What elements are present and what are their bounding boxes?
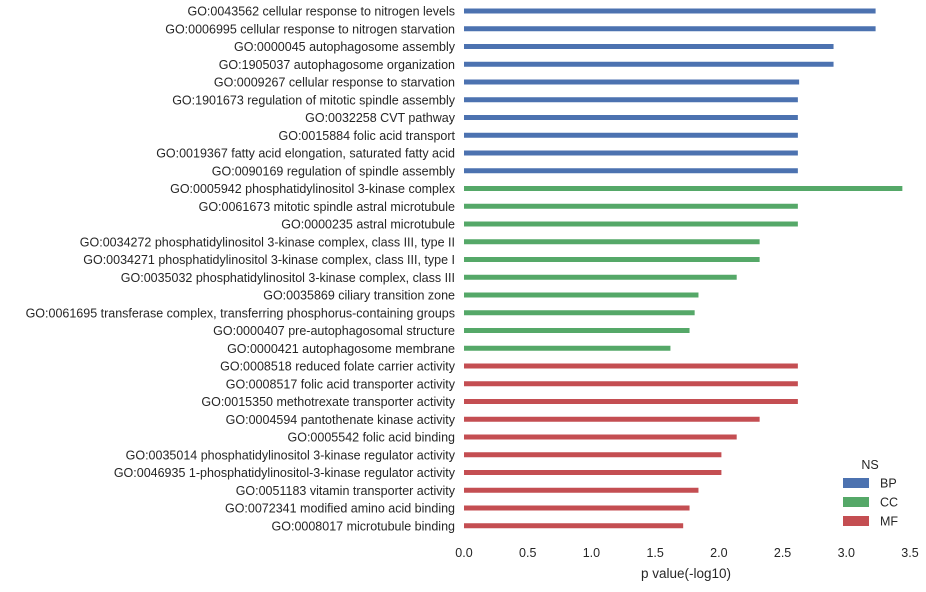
legend: NS BP CC MF — [843, 458, 898, 529]
x-tick-label: 2.0 — [710, 546, 727, 560]
category-label: GO:0061695 transferase complex, transfer… — [26, 306, 455, 320]
legend-entries: BP CC MF — [843, 477, 898, 529]
category-label: GO:0035014 phosphatidylinositol 3-kinase… — [126, 448, 456, 462]
x-tick-label: 0.0 — [455, 546, 472, 560]
category-label: GO:0061673 mitotic spindle astral microt… — [199, 200, 455, 214]
bar-cc — [464, 239, 760, 245]
bar-bp — [464, 61, 834, 67]
category-label: GO:0090169 regulation of spindle assembl… — [212, 164, 456, 178]
bar-mf — [464, 487, 699, 493]
x-tick-label: 3.5 — [901, 546, 918, 560]
bar-bp — [464, 168, 798, 174]
legend-label-mf: MF — [880, 515, 898, 529]
category-label: GO:0008518 reduced folate carrier activi… — [220, 360, 456, 374]
category-label: GO:0000407 pre-autophagosomal structure — [213, 324, 455, 338]
category-label: GO:0043562 cellular response to nitrogen… — [187, 5, 455, 19]
bar-bp — [464, 150, 798, 156]
bar-cc — [464, 292, 699, 298]
bar-bp — [464, 8, 876, 14]
bar-cc — [464, 310, 695, 316]
category-labels: GO:0043562 cellular response to nitrogen… — [26, 5, 456, 534]
bar-mf — [464, 505, 690, 511]
x-tick-label: 0.5 — [519, 546, 536, 560]
category-label: GO:0008017 microtubule binding — [272, 519, 456, 533]
category-label: GO:0008517 folic acid transporter activi… — [226, 377, 456, 391]
legend-swatch-bp — [843, 478, 869, 488]
category-label: GO:0006995 cellular response to nitrogen… — [165, 22, 455, 36]
legend-label-bp: BP — [880, 477, 897, 491]
legend-swatch-cc — [843, 497, 869, 507]
bar-mf — [464, 434, 737, 440]
bar-mf — [464, 470, 722, 475]
x-tick-label: 1.5 — [646, 546, 663, 560]
category-label: GO:1901673 regulation of mitotic spindle… — [172, 93, 456, 107]
category-label: GO:0005542 folic acid binding — [288, 431, 456, 445]
bar-cc — [464, 274, 737, 280]
category-label: GO:0034271 phosphatidylinositol 3-kinase… — [83, 253, 455, 267]
bar-bp — [464, 97, 798, 103]
bar-bp — [464, 79, 800, 85]
legend-label-cc: CC — [880, 496, 898, 510]
bar-bp — [464, 26, 876, 32]
legend-swatch-mf — [843, 516, 869, 526]
category-label: GO:0000045 autophagosome assembly — [234, 40, 456, 54]
category-label: GO:0005942 phosphatidylinositol 3-kinase… — [170, 182, 456, 196]
x-tick-label: 3.0 — [838, 546, 855, 560]
bar-mf — [464, 523, 684, 529]
category-label: GO:0046935 1-phosphatidylinositol-3-kina… — [114, 466, 456, 480]
bar-mf — [464, 452, 722, 458]
category-label: GO:0035032 phosphatidylinositol 3-kinase… — [121, 271, 455, 285]
bar-mf — [464, 399, 798, 404]
category-label: GO:0015884 folic acid transport — [279, 129, 456, 143]
category-label: GO:0034272 phosphatidylinositol 3-kinase… — [80, 235, 455, 249]
bar-cc — [464, 257, 760, 262]
bar-bp — [464, 132, 798, 138]
category-label: GO:0000421 autophagosome membrane — [227, 342, 455, 356]
legend-title: NS — [861, 458, 878, 472]
x-tick-label: 2.5 — [774, 546, 791, 560]
x-axis-title: p value(-log10) — [641, 566, 731, 581]
category-label: GO:0032258 CVT pathway — [305, 111, 456, 125]
category-label: GO:0072341 modified amino acid binding — [225, 502, 455, 516]
bar-cc — [464, 186, 903, 191]
bar-cc — [464, 221, 798, 227]
category-label: GO:0015350 methotrexate transporter acti… — [201, 395, 455, 409]
bar-mf — [464, 381, 798, 387]
bar-cc — [464, 203, 798, 209]
category-label: GO:1905037 autophagosome organization — [219, 58, 455, 72]
bars-layer — [464, 8, 903, 529]
bar-mf — [464, 363, 798, 369]
category-label: GO:0004594 pantothenate kinase activity — [226, 413, 456, 427]
bar-bp — [464, 44, 834, 49]
category-label: GO:0019367 fatty acid elongation, satura… — [156, 147, 455, 161]
bar-mf — [464, 416, 760, 422]
bar-bp — [464, 115, 798, 120]
category-label: GO:0035869 ciliary transition zone — [263, 289, 455, 303]
category-label: GO:0051183 vitamin transporter activity — [236, 484, 456, 498]
bar-cc — [464, 345, 671, 351]
category-label: GO:0000235 astral microtubule — [281, 218, 455, 232]
category-label: GO:0009267 cellular response to starvati… — [214, 76, 455, 90]
x-axis-ticks: 0.0 0.5 1.0 1.5 2.0 2.5 3.0 3.5 — [455, 546, 918, 560]
bar-cc — [464, 328, 690, 333]
x-tick-label: 1.0 — [583, 546, 600, 560]
